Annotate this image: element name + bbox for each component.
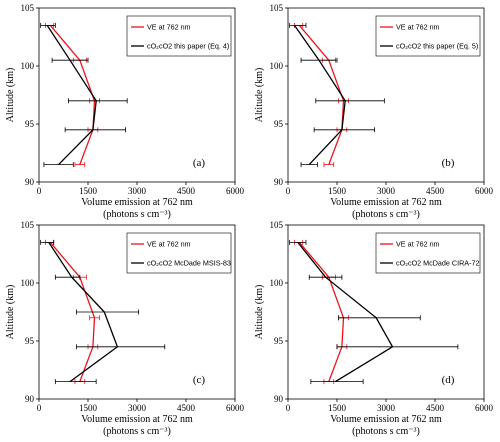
- legend: VE at 762 nm cO₂cO2 McDade MSIS-83: [126, 232, 232, 274]
- x-tick-label: 4500: [177, 403, 196, 413]
- series-line: [298, 241, 345, 382]
- y-tick-label: 95: [25, 119, 35, 129]
- legend: VE at 762 nm cO₂cO2 this paper (Eq. 4): [126, 15, 232, 57]
- x-tick-label: 3000: [128, 403, 147, 413]
- x-tick-label: 0: [286, 403, 291, 413]
- x-tick-label: 4500: [177, 186, 196, 196]
- y-axis-label: Altitude (km): [5, 68, 16, 123]
- legend: VE at 762 nm cO₂cO2 McDade CIRA-72: [375, 232, 481, 274]
- legend-entry: VE at 762 nm: [396, 23, 440, 32]
- series-line: [49, 241, 96, 382]
- y-tick-label: 95: [25, 336, 35, 346]
- chart-panel-1: 0 1500 3000 4500 6000 90 95 100 105 Volume emissi…: [5, 3, 245, 220]
- x-axis-unit: (photons s cm⁻³): [352, 209, 420, 220]
- series-ve: [294, 239, 349, 385]
- x-axis-label: Volume emission at 762 nm: [81, 197, 193, 208]
- panel-label: (c): [193, 374, 206, 386]
- x-tick-label: 6000: [475, 186, 494, 196]
- legend-entry: cO₂cO2 this paper (Eq. 5): [396, 42, 478, 51]
- y-tick-label: 90: [274, 177, 284, 187]
- y-tick-label: 100: [270, 61, 284, 71]
- legend-entry: cO₂cO2 McDade MSIS-83: [147, 259, 231, 268]
- series-line: [297, 241, 394, 383]
- x-tick-label: 0: [286, 186, 291, 196]
- chart-panel-2: 0 1500 3000 4500 6000 90 95 100 105 Volume emissi…: [254, 3, 494, 220]
- y-axis-label: Altitude (km): [254, 68, 265, 123]
- x-axis-label: Volume emission at 762 nm: [330, 197, 442, 208]
- legend-box: [375, 15, 481, 57]
- y-tick-label: 100: [270, 278, 284, 288]
- x-axis-unit: (photons s cm⁻³): [103, 209, 171, 220]
- legend-entry: cO₂cO2 this paper (Eq. 4): [147, 42, 229, 51]
- x-tick-label: 3000: [377, 186, 396, 196]
- x-tick-label: 3000: [128, 186, 147, 196]
- y-tick-label: 90: [25, 394, 35, 404]
- series-ve: [294, 22, 349, 168]
- legend-box: [126, 15, 232, 57]
- series-line: [49, 24, 96, 165]
- panel-label: (a): [193, 157, 206, 169]
- x-tick-label: 0: [37, 186, 42, 196]
- x-tick-label: 4500: [426, 186, 445, 196]
- y-tick-label: 105: [270, 3, 284, 13]
- y-tick-label: 105: [270, 220, 284, 230]
- y-tick-label: 100: [21, 278, 35, 288]
- chart-panel-4: 0 1500 3000 4500 6000 90 95 100 105 Volume emissi…: [254, 220, 494, 437]
- x-tick-label: 3000: [377, 403, 396, 413]
- y-tick-label: 100: [21, 61, 35, 71]
- x-tick-label: 4500: [426, 403, 445, 413]
- legend: VE at 762 nm cO₂cO2 this paper (Eq. 5): [375, 15, 481, 57]
- series-line: [298, 24, 345, 165]
- x-tick-label: 6000: [226, 403, 245, 413]
- series-model: [289, 239, 459, 385]
- x-tick-label: 1500: [328, 403, 347, 413]
- panel-label: (b): [442, 157, 455, 169]
- y-axis-label: Altitude (km): [254, 285, 265, 340]
- series-model: [40, 239, 166, 385]
- y-tick-label: 95: [274, 336, 284, 346]
- series-line: [48, 242, 119, 383]
- y-tick-label: 105: [21, 3, 35, 13]
- y-tick-label: 95: [274, 119, 284, 129]
- legend-entry: VE at 762 nm: [147, 23, 191, 32]
- x-axis-label: Volume emission at 762 nm: [330, 414, 442, 425]
- legend-box: [126, 232, 232, 274]
- x-tick-label: 6000: [475, 403, 494, 413]
- x-axis-label: Volume emission at 762 nm: [81, 414, 193, 425]
- series-model: [289, 22, 385, 168]
- x-tick-label: 0: [37, 403, 42, 413]
- x-axis-unit: (photons s cm⁻³): [103, 426, 171, 437]
- series-line: [293, 25, 346, 166]
- series-line: [46, 25, 97, 166]
- x-tick-label: 1500: [328, 186, 347, 196]
- y-tick-label: 105: [21, 220, 35, 230]
- legend-entry: cO₂cO2 McDade CIRA-72: [396, 259, 479, 268]
- chart-panel-3: 0 1500 3000 4500 6000 90 95 100 105 Volume emissi…: [5, 220, 245, 437]
- series-model: [40, 22, 128, 168]
- x-tick-label: 1500: [79, 186, 98, 196]
- panel-label: (d): [442, 374, 455, 386]
- x-axis-unit: (photons s cm⁻³): [352, 426, 420, 437]
- y-axis-label: Altitude (km): [5, 285, 16, 340]
- series-ve: [45, 22, 100, 168]
- x-tick-label: 6000: [226, 186, 245, 196]
- x-tick-label: 1500: [79, 403, 98, 413]
- legend-entry: VE at 762 nm: [396, 240, 440, 249]
- legend-box: [375, 232, 481, 274]
- y-tick-label: 90: [25, 177, 35, 187]
- legend-entry: VE at 762 nm: [147, 240, 191, 249]
- y-tick-label: 90: [274, 394, 284, 404]
